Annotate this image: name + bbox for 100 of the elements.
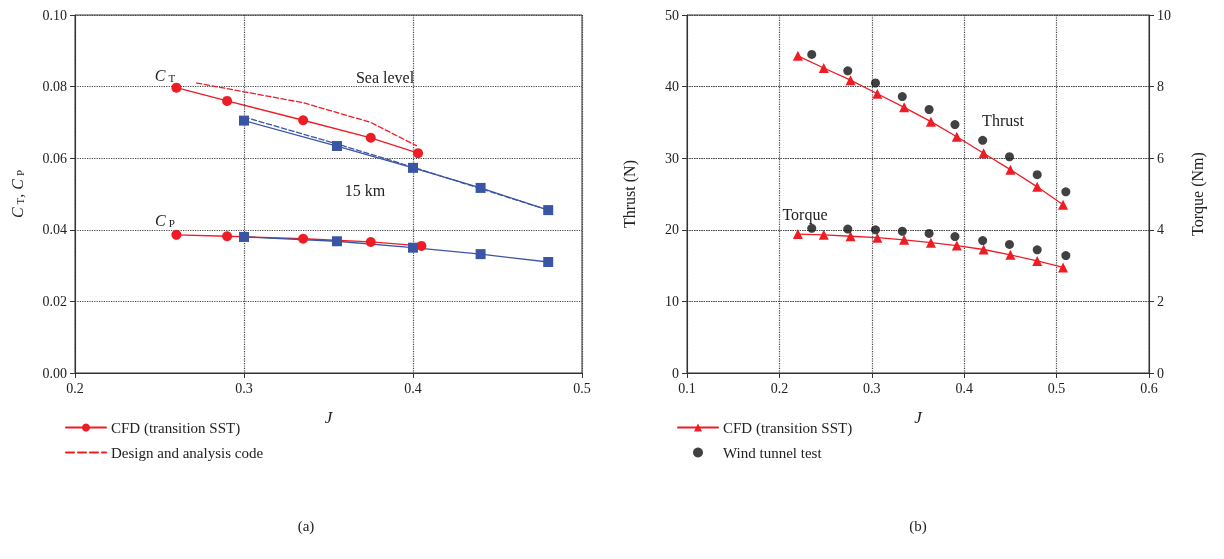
point: [365, 236, 376, 247]
point: [871, 78, 880, 88]
point: [845, 231, 856, 242]
point: [331, 141, 342, 152]
point: [1058, 262, 1069, 273]
point: [924, 105, 934, 115]
legend-label: CFD (transition SST): [111, 419, 241, 437]
text: (b): [909, 517, 927, 535]
annotation: 15 km: [344, 181, 386, 199]
annotation: Sea level: [355, 68, 415, 86]
point: [872, 232, 883, 243]
point: [978, 135, 988, 145]
point: [978, 148, 989, 159]
point: [408, 162, 418, 173]
y-tick-label: 0.00: [42, 365, 67, 381]
x-tick-label: 0.3: [863, 380, 881, 396]
point: [843, 224, 853, 234]
point: [951, 131, 962, 142]
y-tick-label: 10: [665, 293, 679, 309]
text: (a): [297, 517, 315, 535]
y2-tick-label: 4: [1157, 222, 1164, 238]
point: [239, 115, 249, 126]
legend-label: Wind tunnel test: [723, 444, 823, 461]
y2-tick-label: 10: [1157, 7, 1171, 23]
point: [925, 237, 936, 248]
y-tick-label: 0: [672, 365, 679, 381]
point: [543, 257, 554, 268]
point: [1004, 152, 1014, 162]
x-tick-label: 0.4: [955, 380, 973, 396]
x-tick-label: 0.2: [66, 380, 84, 396]
point: [171, 229, 182, 240]
y2-tick-label: 0: [1157, 365, 1164, 381]
point: [1032, 181, 1043, 192]
point: [951, 240, 962, 251]
point: [1058, 199, 1069, 210]
point: [365, 132, 376, 143]
point: [899, 102, 910, 113]
point: [950, 120, 960, 130]
point: [171, 82, 182, 93]
legend-label: Design and analysis code: [111, 444, 264, 461]
point: [239, 231, 249, 242]
point: [807, 223, 817, 233]
point: [978, 236, 988, 246]
point: [792, 50, 803, 61]
annotation: CT: [154, 66, 176, 84]
x-tick-label: 0.1: [678, 380, 696, 396]
point: [222, 95, 233, 106]
point: [950, 232, 960, 242]
x-axis-title: J: [324, 408, 334, 427]
point: [1004, 239, 1014, 249]
point: [1005, 249, 1016, 260]
point: [408, 242, 418, 253]
x-axis-title: J: [914, 408, 924, 427]
x-tick-label: 0.3: [235, 380, 253, 396]
y-tick-label: 0.06: [42, 150, 67, 166]
y-axis-title: Thrust (N): [620, 160, 639, 228]
point: [298, 115, 309, 126]
point: [222, 231, 233, 242]
point: [1032, 255, 1043, 266]
x-tick-label: 0.5: [1047, 380, 1066, 396]
y-tick-label: 20: [665, 222, 679, 238]
point: [871, 225, 880, 235]
legend-label: CFD (transition SST): [723, 419, 853, 437]
point: [924, 228, 934, 238]
point: [897, 226, 907, 236]
point: [792, 229, 803, 240]
point: [475, 182, 486, 193]
x-tick-label: 0.2: [770, 380, 789, 396]
point: [1032, 245, 1042, 255]
point: [925, 116, 936, 127]
point: [1061, 251, 1071, 261]
point: [818, 229, 829, 240]
annotation: Torque: [782, 205, 828, 224]
y-tick-label: 0.10: [42, 7, 67, 23]
x-tick-label: 0.4: [404, 380, 422, 396]
point: [1032, 170, 1042, 180]
x-tick-label: 0.6: [1140, 380, 1158, 396]
y2-tick-label: 8: [1157, 79, 1164, 95]
y-tick-label: 0.08: [42, 79, 67, 95]
point: [807, 49, 817, 59]
y-tick-label: 30: [665, 150, 679, 166]
y2-tick-label: 6: [1157, 150, 1164, 166]
point: [413, 148, 424, 159]
y-axis-title: CT, CP: [8, 169, 26, 219]
point: [818, 62, 829, 73]
y2-tick-label: 2: [1157, 293, 1164, 309]
point: [298, 233, 309, 244]
point: [899, 234, 910, 245]
y-tick-label: 0.02: [42, 293, 67, 309]
point: [845, 75, 856, 86]
y2-axis-title: Torque (Nm): [1188, 152, 1207, 236]
point: [543, 205, 554, 216]
y-tick-label: 0.04: [42, 222, 67, 238]
point: [843, 66, 853, 76]
y-tick-label: 50: [665, 7, 679, 23]
point: [331, 236, 342, 247]
point: [1005, 164, 1016, 175]
line-series: [196, 82, 418, 147]
point: [475, 249, 486, 260]
point: [1061, 187, 1071, 197]
